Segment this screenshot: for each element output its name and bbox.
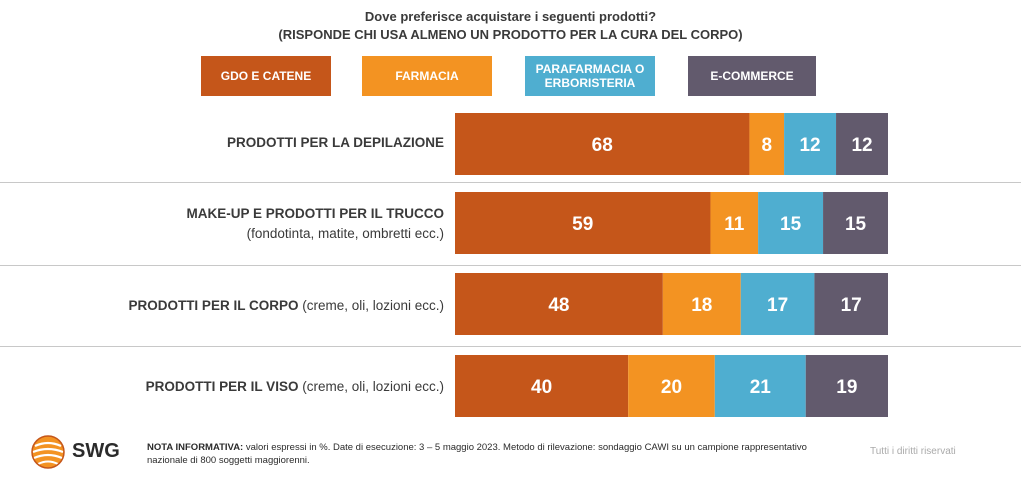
legend-label: E-COMMERCE bbox=[710, 69, 794, 83]
bar-farmacia-row-3 bbox=[662, 273, 741, 335]
row-divider bbox=[0, 265, 1021, 266]
logo-text: SWG bbox=[72, 440, 120, 462]
bar-parafarmacia-row-1 bbox=[784, 113, 837, 175]
data-label-parafarmacia-row-1: 12 bbox=[799, 135, 820, 156]
bar-gdo-row-1 bbox=[455, 113, 750, 175]
row-label-normal: (creme, oli, lozioni ecc.) bbox=[298, 298, 444, 313]
bar-gdo-row-4 bbox=[455, 355, 629, 417]
row-label-makeup: MAKE-UP E PRODOTTI PER IL TRUCCO (fondot… bbox=[186, 204, 444, 244]
data-label-ecommerce-row-2: 15 bbox=[845, 214, 867, 235]
legend-ecommerce: E-COMMERCE bbox=[688, 56, 816, 96]
row-label-depilazione: PRODOTTI PER LA DEPILAZIONE bbox=[227, 133, 444, 153]
footnote-label: NOTA INFORMATIVA: bbox=[147, 442, 244, 453]
bar-farmacia-row-4 bbox=[628, 355, 715, 417]
bar-ecommerce-row-4 bbox=[805, 355, 888, 417]
bar-ecommerce-row-2 bbox=[823, 192, 888, 254]
legend-parafarmacia: PARAFARMACIA O ERBORISTERIA bbox=[525, 56, 655, 96]
legend-farmacia: FARMACIA bbox=[362, 56, 492, 96]
data-label-parafarmacia-row-4: 21 bbox=[750, 377, 772, 398]
legend-gdo: GDO E CATENE bbox=[201, 56, 331, 96]
legend-label: PARAFARMACIA O bbox=[535, 62, 645, 76]
legend-label: GDO E CATENE bbox=[220, 69, 312, 83]
data-label-farmacia-row-3: 18 bbox=[691, 295, 712, 316]
row-label-sub: (fondotinta, matite, ombretti ecc.) bbox=[246, 226, 444, 241]
bar-gdo-row-2 bbox=[455, 192, 711, 254]
legend-label-line2: ERBORISTERIA bbox=[544, 76, 636, 90]
chart-title: Dove preferisce acquistare i seguenti pr… bbox=[364, 9, 657, 24]
row-label-viso: PRODOTTI PER IL VISO (creme, oli, lozion… bbox=[146, 377, 444, 397]
swg-logo-icon bbox=[31, 435, 65, 469]
footnote-text: valori espressi in %. Date di esecuzione… bbox=[147, 442, 807, 466]
data-label-gdo-row-1: 68 bbox=[592, 135, 613, 156]
data-label-ecommerce-row-1: 12 bbox=[851, 135, 872, 156]
bar-farmacia-row-2 bbox=[710, 192, 759, 254]
data-label-gdo-row-4: 40 bbox=[531, 377, 552, 398]
bar-ecommerce-row-3 bbox=[814, 273, 888, 335]
row-label-bold: PRODOTTI PER LA DEPILAZIONE bbox=[226, 135, 444, 150]
data-label-ecommerce-row-4: 19 bbox=[836, 377, 857, 398]
row-label-bold: PRODOTTI PER IL VISO bbox=[145, 379, 299, 394]
row-divider bbox=[0, 182, 1021, 183]
row-label-bold: PRODOTTI PER IL CORPO bbox=[128, 298, 299, 313]
data-label-farmacia-row-1: 8 bbox=[761, 135, 772, 156]
data-label-farmacia-row-2: 11 bbox=[724, 214, 745, 235]
bar-gdo-row-3 bbox=[455, 273, 663, 335]
data-label-parafarmacia-row-2: 15 bbox=[780, 214, 802, 235]
row-divider bbox=[0, 346, 1021, 347]
data-label-parafarmacia-row-3: 17 bbox=[767, 295, 788, 316]
bar-parafarmacia-row-2 bbox=[758, 192, 824, 254]
bar-parafarmacia-row-4 bbox=[714, 355, 806, 417]
legend-label: FARMACIA bbox=[395, 69, 459, 83]
row-label-normal: (creme, oli, lozioni ecc.) bbox=[298, 379, 444, 394]
row-label-corpo: PRODOTTI PER IL CORPO (creme, oli, lozio… bbox=[128, 296, 444, 316]
data-label-farmacia-row-4: 20 bbox=[661, 377, 682, 398]
bar-ecommerce-row-1 bbox=[836, 113, 888, 175]
data-label-gdo-row-2: 59 bbox=[572, 214, 593, 235]
chart-subtitle: (RISPONDE CHI USA ALMENO UN PRODOTTO PER… bbox=[278, 27, 743, 42]
data-label-gdo-row-3: 48 bbox=[548, 295, 569, 316]
row-label-bold: MAKE-UP E PRODOTTI PER IL TRUCCO bbox=[186, 206, 444, 221]
copyright-text: Tutti i diritti riservati bbox=[870, 446, 956, 457]
bar-parafarmacia-row-3 bbox=[740, 273, 815, 335]
data-label-ecommerce-row-3: 17 bbox=[841, 295, 862, 316]
footnote: NOTA INFORMATIVA: valori espressi in %. … bbox=[147, 441, 827, 467]
bar-farmacia-row-1 bbox=[749, 113, 785, 175]
